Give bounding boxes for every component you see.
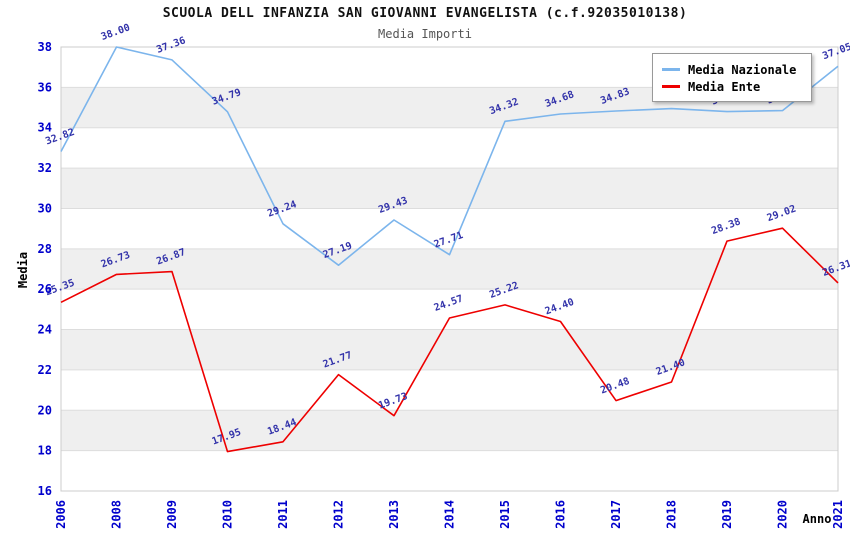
- x-tick-label: 2009: [165, 500, 179, 529]
- y-tick-label: 24: [38, 323, 52, 337]
- x-tick-label: 2010: [221, 500, 235, 529]
- y-tick-label: 20: [38, 403, 52, 417]
- x-axis-title: Anno: [803, 512, 832, 526]
- x-tick-label: 2018: [665, 500, 679, 529]
- data-label: 19.73: [377, 391, 409, 412]
- x-tick-label: 2017: [609, 500, 623, 529]
- y-tick-label: 34: [38, 121, 52, 135]
- data-label: 38.00: [100, 22, 132, 43]
- y-tick-label: 32: [38, 161, 52, 175]
- plot-band: [61, 248, 838, 290]
- data-label: 27.71: [433, 230, 465, 251]
- chart-subtitle: Media Importi: [378, 27, 472, 41]
- data-label: 28.38: [710, 216, 742, 237]
- y-tick-label: 26: [38, 282, 52, 296]
- y-tick-label: 38: [38, 40, 52, 54]
- legend-item-media-nazionale: Media Nazionale: [662, 61, 802, 78]
- legend-line-swatch-ente: [662, 85, 680, 88]
- x-tick-label: 2014: [443, 500, 457, 529]
- x-tick-label: 2021: [831, 500, 845, 529]
- data-label: 37.05: [821, 42, 850, 63]
- data-label: 24.40: [544, 297, 576, 318]
- y-tick-label: 22: [38, 363, 52, 377]
- y-tick-label: 36: [38, 80, 52, 94]
- x-tick-label: 2016: [554, 500, 568, 529]
- plot-band: [61, 410, 838, 451]
- legend: Media Nazionale Media Ente: [652, 53, 812, 102]
- x-tick-label: 2020: [776, 500, 790, 529]
- y-tick-label: 16: [38, 484, 52, 498]
- y-tick-label: 28: [38, 242, 52, 256]
- x-tick-label: 2011: [276, 500, 290, 529]
- data-label: 24.57: [433, 293, 465, 314]
- x-tick-label: 2019: [720, 500, 734, 529]
- y-tick-label: 18: [38, 444, 52, 458]
- x-tick-label: 2013: [387, 500, 401, 529]
- y-tick-label: 30: [38, 201, 52, 215]
- plot-border: [60, 46, 839, 492]
- data-label: 37.36: [155, 35, 187, 56]
- x-tick-label: 2006: [54, 500, 68, 529]
- x-tick-label: 2012: [332, 500, 346, 529]
- legend-label-nazionale: Media Nazionale: [688, 62, 797, 77]
- x-tick-label: 2015: [498, 500, 512, 529]
- legend-label-ente: Media Ente: [688, 79, 761, 94]
- x-tick-label: 2008: [110, 500, 124, 529]
- y-axis-title: Media: [16, 252, 30, 288]
- plot-band: [61, 168, 838, 209]
- data-label: 20.48: [599, 376, 631, 397]
- plot-band: [61, 329, 838, 370]
- legend-item-media-ente: Media Ente: [662, 78, 802, 95]
- chart-title: SCUOLA DELL INFANZIA SAN GIOVANNI EVANGE…: [162, 6, 688, 21]
- series-line-media-nazionale: [60, 46, 839, 267]
- series-line-media-ente: [60, 227, 839, 453]
- legend-line-swatch-nazionale: [662, 68, 680, 71]
